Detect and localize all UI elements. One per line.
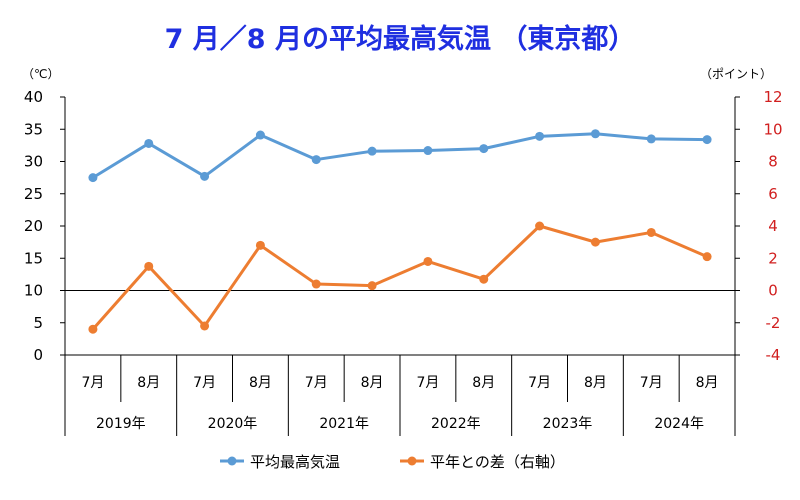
- series-1-point: [590, 129, 600, 139]
- year-label: 2021年: [319, 416, 369, 432]
- series-2-point: [200, 321, 210, 331]
- series-line-1: [92, 132, 708, 179]
- series-layer: [88, 129, 712, 334]
- year-label: 2022年: [431, 416, 481, 432]
- left-tick-label: 15: [24, 249, 43, 267]
- left-tick-label: 0: [33, 346, 43, 364]
- series-2-point: [255, 240, 265, 250]
- axes: 0 5 10 15 20 25 30 35 40 -4 -2 0 2 4 6 8 10 12 7月 8月 7月 8月 7月 8…: [24, 88, 783, 436]
- series-2-point: [311, 279, 321, 289]
- right-tick-label: 6: [768, 185, 778, 203]
- category-label: 7月: [81, 375, 104, 391]
- chart-title: 7 月／8 月の平均最高気温 （東京都）: [165, 23, 636, 55]
- right-tick-label: -2: [766, 314, 781, 332]
- left-tick-label: 40: [24, 88, 43, 106]
- series-1-point: [535, 131, 545, 141]
- left-tick-label: 10: [24, 282, 43, 300]
- category-label: 8月: [584, 375, 607, 391]
- series-line-2: [91, 224, 708, 331]
- series-2-point: [367, 281, 377, 291]
- series-2-point: [88, 324, 98, 334]
- year-label: 2020年: [208, 416, 258, 432]
- left-tick-label: 30: [24, 153, 43, 171]
- year-label: 2019年: [96, 416, 146, 432]
- right-tick-label: 0: [768, 282, 778, 300]
- series-2-point: [144, 261, 154, 271]
- series-1-point: [367, 146, 377, 156]
- series-1-point: [200, 171, 210, 181]
- category-label: 7月: [193, 375, 216, 391]
- right-axis-unit: （ポイント）: [700, 67, 772, 81]
- right-tick-label: 2: [768, 249, 778, 267]
- series-1-point: [646, 134, 656, 144]
- right-tick-label: 8: [768, 153, 778, 171]
- year-label: 2023年: [543, 416, 593, 432]
- series-1-point: [311, 155, 321, 165]
- series-1-point: [144, 138, 154, 148]
- category-label: 8月: [249, 375, 272, 391]
- legend-swatch-marker: [227, 456, 237, 466]
- category-label: 8月: [472, 375, 495, 391]
- category-label: 7月: [305, 375, 328, 391]
- right-tick-label: 10: [763, 120, 782, 138]
- right-tick-label: 12: [763, 88, 782, 106]
- year-label: 2024年: [654, 416, 704, 432]
- left-tick-label: 25: [24, 185, 43, 203]
- legend-label: 平年との差（右軸）: [430, 453, 565, 471]
- category-label: 7月: [640, 375, 663, 391]
- series-2-point: [590, 237, 600, 247]
- series-1-point: [255, 130, 265, 140]
- left-tick-label: 35: [24, 120, 43, 138]
- left-tick-label: 5: [33, 314, 43, 332]
- legend-label: 平均最高気温: [250, 453, 340, 471]
- category-label: 8月: [696, 375, 719, 391]
- legend: 平均最高気温 平年との差（右軸）: [220, 453, 565, 471]
- series-1-point: [423, 146, 433, 156]
- legend-swatch-marker: [407, 456, 417, 466]
- series-2-point: [702, 252, 712, 262]
- series-2-point: [646, 227, 656, 237]
- right-tick-label: -4: [766, 346, 781, 364]
- left-tick-label: 20: [24, 217, 43, 235]
- right-tick-label: 4: [768, 217, 778, 235]
- category-label: 7月: [416, 375, 439, 391]
- category-label: 8月: [361, 375, 384, 391]
- series-2-point: [423, 256, 433, 266]
- series-1-point: [702, 135, 712, 145]
- series-1-point: [479, 144, 489, 154]
- series-2-point: [535, 221, 545, 231]
- category-label: 7月: [528, 375, 551, 391]
- category-label: 8月: [137, 375, 160, 391]
- left-axis-unit: （℃）: [22, 67, 59, 81]
- series-2-point: [479, 274, 489, 284]
- series-1-point: [88, 173, 98, 183]
